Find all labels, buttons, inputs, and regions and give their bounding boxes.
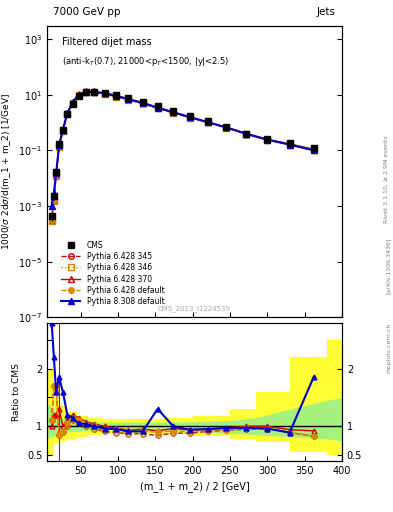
Y-axis label: Ratio to CMS: Ratio to CMS bbox=[12, 362, 21, 421]
Text: CMS_2013_I1224539: CMS_2013_I1224539 bbox=[158, 305, 231, 312]
Text: [arXiv:1306.3436]: [arXiv:1306.3436] bbox=[386, 238, 391, 294]
Text: 7000 GeV pp: 7000 GeV pp bbox=[53, 7, 121, 17]
Text: Filtered dijet mass: Filtered dijet mass bbox=[62, 37, 152, 47]
Text: mcplots.cern.ch: mcplots.cern.ch bbox=[386, 323, 391, 373]
Text: Rivet 3.1.10, ≥ 2.9M events: Rivet 3.1.10, ≥ 2.9M events bbox=[384, 135, 389, 223]
Text: (anti-k$_T$(0.7), 21000<p$_T$<1500, |y|<2.5): (anti-k$_T$(0.7), 21000<p$_T$<1500, |y|<… bbox=[62, 55, 229, 68]
Y-axis label: 1000/$\sigma$ 2d$\sigma$/d(m_1 + m_2) [1/GeV]: 1000/$\sigma$ 2d$\sigma$/d(m_1 + m_2) [1… bbox=[0, 93, 13, 250]
Legend: CMS, Pythia 6.428 345, Pythia 6.428 346, Pythia 6.428 370, Pythia 6.428 default,: CMS, Pythia 6.428 345, Pythia 6.428 346,… bbox=[60, 239, 166, 308]
Text: Jets: Jets bbox=[317, 7, 336, 17]
X-axis label: (m_1 + m_2) / 2 [GeV]: (m_1 + m_2) / 2 [GeV] bbox=[140, 481, 250, 492]
